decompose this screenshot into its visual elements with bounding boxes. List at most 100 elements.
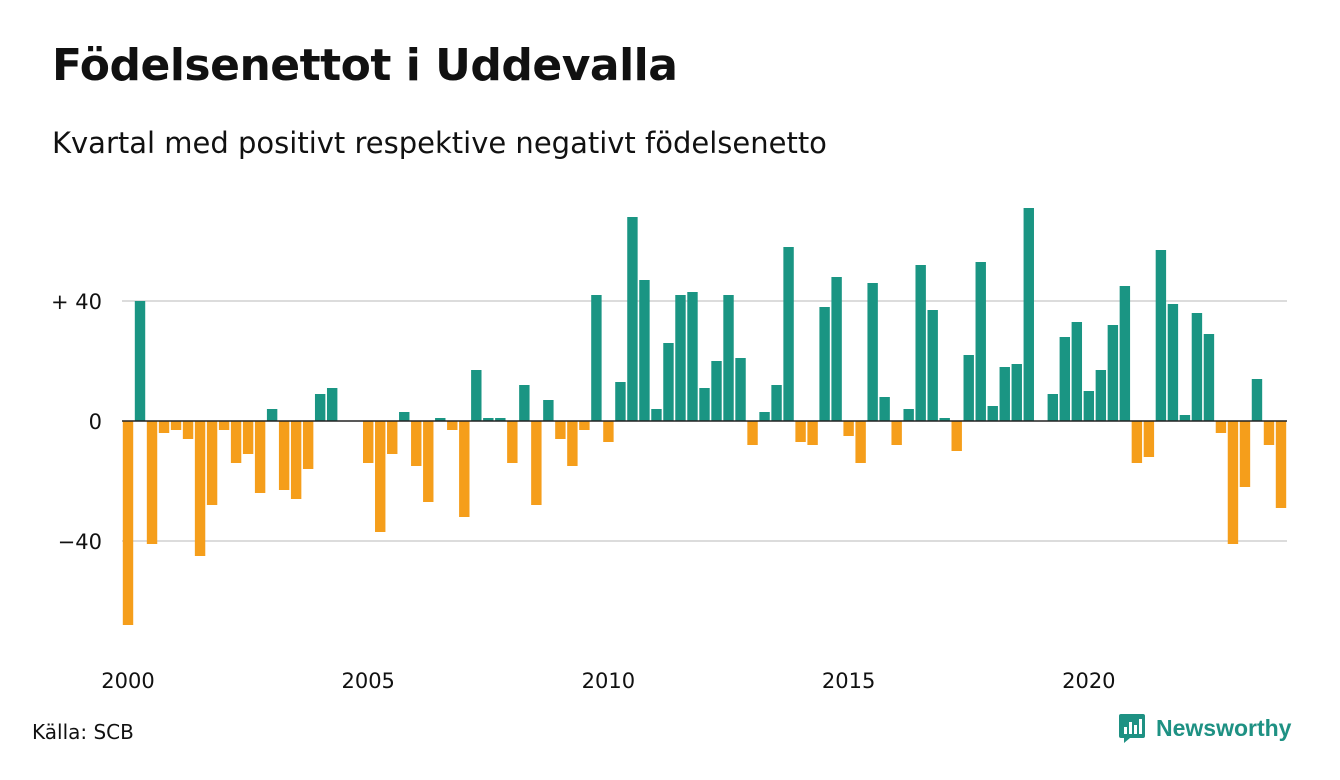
newsworthy-logo-icon [1119, 714, 1145, 743]
bar-positive [1191, 313, 1203, 421]
bar-positive [1023, 208, 1034, 421]
bar-negative [375, 421, 386, 532]
source-note: Källa: SCB [32, 720, 134, 744]
bar-negative [795, 421, 806, 442]
bar-negative [1143, 421, 1155, 457]
bar-positive [591, 295, 602, 421]
y-tick-label: + 40 [51, 290, 102, 314]
bar-negative [1227, 421, 1239, 544]
bar-positive [651, 409, 662, 421]
bar-positive [915, 265, 926, 421]
bar-positive [471, 370, 482, 421]
bar-negative [1215, 421, 1227, 433]
bar-positive [927, 310, 938, 421]
bar-positive [1179, 415, 1191, 421]
bar-positive [735, 358, 746, 421]
bar-positive [831, 277, 842, 421]
x-tick-label: 2005 [341, 669, 394, 693]
bar-negative [447, 421, 458, 430]
bar-positive [1071, 322, 1083, 421]
x-tick-label: 2015 [822, 669, 875, 693]
bar-positive [1095, 370, 1107, 421]
bar-positive [1119, 286, 1131, 421]
bar-positive [879, 397, 890, 421]
x-tick-label: 2000 [101, 669, 154, 693]
bar-positive [1107, 325, 1119, 421]
bar-positive [711, 361, 722, 421]
bar-positive [987, 406, 998, 421]
bar-positive [999, 367, 1010, 421]
bar-negative [290, 421, 302, 499]
bar-negative [242, 421, 254, 454]
bar-negative [122, 421, 134, 625]
bar-positive [723, 295, 734, 421]
bar-positive [483, 418, 494, 421]
bar-positive [495, 418, 506, 421]
bar-negative [218, 421, 230, 430]
bar-negative [158, 421, 170, 433]
bar-positive [1047, 394, 1058, 421]
bar-negative [230, 421, 242, 463]
brand-name: Newsworthy [1156, 714, 1292, 741]
bar-negative [843, 421, 854, 436]
bar-positive [1167, 304, 1179, 421]
bar-positive [783, 247, 794, 421]
bar-negative [531, 421, 542, 505]
bar-positive [134, 301, 146, 421]
bar-positive [675, 295, 686, 421]
bar-negative [194, 421, 206, 556]
bar-positive [1203, 334, 1215, 421]
bar-negative [254, 421, 266, 493]
bar-negative [278, 421, 290, 490]
bar-positive [663, 343, 674, 421]
tick-labels: + 40 0 −40 2000 2005 2010 2015 2020 [51, 290, 1116, 693]
bar-positive [1251, 379, 1263, 421]
bar-negative [182, 421, 194, 439]
bar-negative [206, 421, 218, 505]
bar-negative [1275, 421, 1287, 508]
bar-positive [939, 418, 950, 421]
brand[interactable]: Newsworthy [1118, 712, 1291, 744]
bar-negative [555, 421, 566, 439]
bar-positive [266, 409, 278, 421]
x-tick-label: 2020 [1062, 669, 1115, 693]
bar-positive [699, 388, 710, 421]
bar-negative [507, 421, 518, 463]
grid-lines [122, 300, 1287, 542]
bar-negative [387, 421, 398, 454]
bar-negative [603, 421, 614, 442]
bar-positive [639, 280, 650, 421]
bar-positive [326, 388, 338, 421]
bar-negative [579, 421, 590, 430]
bar-positive [759, 412, 770, 421]
bar-negative [146, 421, 158, 544]
bar-positive [1011, 364, 1022, 421]
bar-positive [867, 283, 878, 421]
bar-positive [435, 418, 446, 421]
bar-positive [519, 385, 530, 421]
bar-positive [975, 262, 986, 421]
y-tick-label: −40 [58, 530, 102, 554]
bar-negative [747, 421, 758, 445]
bar-positive [1083, 391, 1095, 421]
bar-positive [963, 355, 974, 421]
bar-negative [1131, 421, 1143, 463]
bar-negative [891, 421, 902, 445]
bar-negative [1239, 421, 1251, 487]
bar-positive [399, 412, 410, 421]
bar-negative [411, 421, 422, 466]
bar-negative [807, 421, 818, 445]
bar-negative [423, 421, 434, 502]
bar-positive [615, 382, 626, 421]
bar-positive [819, 307, 830, 421]
bar-positive [627, 217, 638, 421]
bar-negative [951, 421, 962, 451]
chart-subtitle: Kvartal med positivt respektive negativt… [52, 126, 827, 160]
bar-positive [771, 385, 782, 421]
bar-negative [170, 421, 182, 430]
chart-title: Födelsenettot i Uddevalla [52, 40, 678, 91]
bar-positive [1059, 337, 1071, 421]
bar-negative [855, 421, 866, 463]
x-tick-label: 2010 [582, 669, 635, 693]
